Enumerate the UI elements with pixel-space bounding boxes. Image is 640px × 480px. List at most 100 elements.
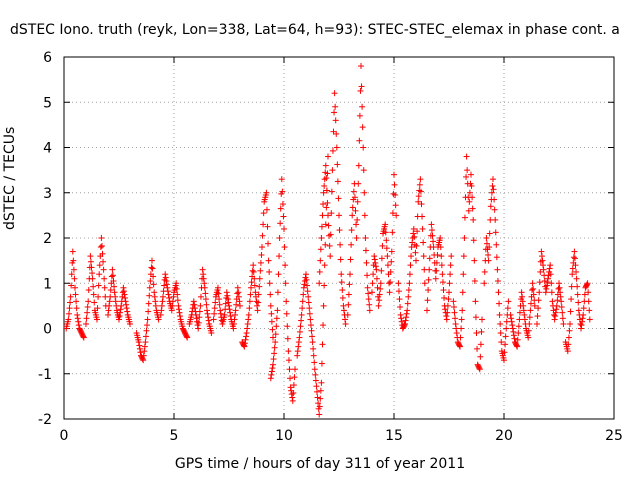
data-point (157, 311, 164, 318)
data-point (287, 384, 294, 391)
data-point (403, 314, 410, 321)
data-point (547, 271, 554, 278)
data-point (203, 301, 210, 308)
data-point (255, 299, 262, 306)
data-point (371, 256, 378, 263)
data-point (321, 182, 328, 189)
data-point (259, 232, 266, 239)
data-point (310, 352, 317, 359)
data-point (443, 316, 450, 323)
data-point (498, 339, 505, 346)
data-point (305, 299, 312, 306)
data-point (148, 264, 155, 271)
data-point (382, 229, 389, 236)
data-point (296, 334, 303, 341)
data-point (199, 266, 206, 273)
data-point (123, 305, 130, 312)
data-point (322, 169, 329, 176)
data-point (339, 294, 346, 301)
data-point (168, 307, 175, 314)
data-point (322, 241, 329, 248)
data-point (519, 293, 526, 300)
data-point (140, 357, 147, 364)
data-point (300, 291, 307, 298)
data-point (439, 279, 446, 286)
data-point (276, 235, 283, 241)
data-point (447, 271, 454, 278)
data-point (526, 314, 533, 321)
data-point (425, 287, 432, 294)
data-point (317, 257, 324, 264)
data-point (384, 262, 391, 269)
data-point (395, 280, 402, 287)
data-point (174, 291, 181, 298)
data-point (446, 280, 453, 287)
data-point (459, 289, 466, 296)
data-point (434, 251, 441, 258)
data-point (236, 298, 243, 305)
data-point (70, 266, 77, 273)
data-point (408, 253, 415, 260)
data-point (418, 201, 425, 208)
data-point (270, 356, 277, 363)
data-point (485, 257, 492, 264)
data-point (244, 325, 251, 332)
data-point (272, 331, 279, 338)
data-point (398, 318, 405, 325)
data-point (152, 298, 159, 305)
data-point (538, 253, 545, 260)
data-point (169, 302, 176, 309)
data-point (329, 147, 336, 154)
data-point (161, 282, 168, 289)
data-point (141, 348, 148, 355)
data-point (281, 244, 288, 251)
data-point (250, 262, 257, 269)
data-point (519, 298, 526, 305)
data-point (556, 280, 562, 287)
data-point (493, 241, 500, 248)
data-point (426, 266, 433, 273)
data-point (190, 298, 197, 305)
data-point (538, 248, 545, 255)
data-point (268, 368, 275, 375)
data-point (121, 291, 128, 298)
data-point (470, 237, 477, 244)
data-point (536, 289, 543, 296)
data-point (155, 316, 162, 323)
data-point (177, 313, 184, 320)
data-point (471, 277, 478, 284)
data-point (502, 333, 509, 340)
data-point (324, 199, 331, 206)
data-point (96, 271, 103, 278)
data-point (106, 298, 113, 305)
data-point (318, 360, 325, 367)
data-point (109, 266, 116, 273)
data-point (546, 265, 553, 272)
data-point (580, 305, 587, 312)
data-point (191, 305, 198, 312)
data-point (272, 339, 279, 346)
data-point (430, 238, 437, 245)
data-point (105, 311, 111, 318)
data-point (257, 259, 264, 266)
data-point (342, 316, 349, 323)
data-point (174, 297, 181, 304)
data-point (205, 314, 212, 321)
data-point (354, 198, 361, 205)
data-point (376, 291, 383, 298)
data-point (586, 307, 593, 314)
data-point (350, 188, 357, 195)
data-point (365, 290, 372, 297)
data-point (502, 341, 509, 348)
x-tick-label: 5 (170, 428, 179, 444)
data-point (175, 302, 182, 309)
data-point (309, 333, 316, 340)
data-point (150, 273, 157, 280)
data-point (251, 275, 258, 282)
data-point (98, 235, 105, 241)
data-point (451, 309, 458, 316)
data-point (386, 280, 393, 287)
data-point (392, 192, 399, 199)
data-point (372, 259, 379, 266)
data-point (318, 223, 325, 230)
